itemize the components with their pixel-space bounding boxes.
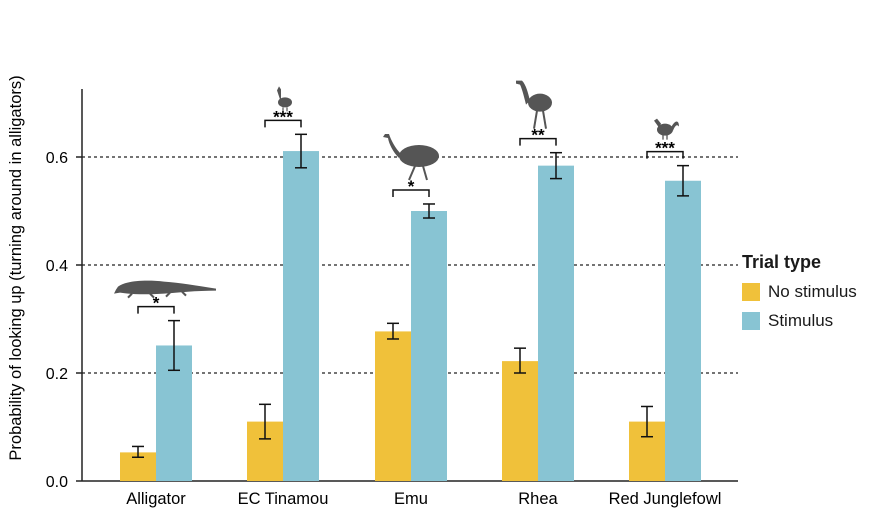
x-tick-label: Emu [394, 490, 428, 508]
x-tick-label: Rhea [518, 490, 558, 508]
x-tick-label: EC Tinamou [238, 490, 329, 508]
legend-label-stimulus: Stimulus [768, 311, 834, 330]
legend-title: Trial type [742, 252, 822, 272]
significance-bracket [264, 119, 302, 128]
bar-stimulus [665, 180, 701, 481]
legend-label-no-stimulus: No stimulus [768, 282, 857, 301]
rhea-icon [516, 80, 552, 129]
legend-item-no-stimulus: No stimulus [742, 282, 857, 302]
legend-item-stimulus: Stimulus [742, 311, 857, 331]
significance-bracket [646, 150, 684, 159]
junglefowl-icon [654, 118, 679, 140]
y-tick-label: 0.6 [46, 150, 68, 167]
significance-marker: *** [655, 139, 675, 158]
tinamou-icon [277, 86, 292, 112]
bar-no-stimulus [375, 331, 411, 481]
significance-marker: * [408, 177, 415, 196]
bar-no-stimulus [502, 361, 538, 481]
y-tick-label: 0.2 [46, 366, 68, 383]
y-axis-label: Probability of looking up (turning aroun… [7, 75, 25, 460]
significance-marker: * [153, 294, 160, 313]
legend-swatch-no-stimulus [742, 283, 760, 301]
significance-marker: *** [273, 107, 293, 126]
significance-bracket [519, 137, 557, 146]
significance-bracket [392, 189, 430, 197]
x-tick-label: Red Junglefowl [609, 490, 722, 508]
alligator-icon [114, 280, 216, 299]
y-tick-label: 0.0 [46, 474, 68, 491]
y-tick-label: 0.4 [46, 258, 68, 275]
bar-stimulus [411, 211, 447, 481]
significance-marker: ** [531, 126, 545, 145]
significance-bracket [137, 305, 175, 314]
legend-swatch-stimulus [742, 312, 760, 330]
legend: Trial type No stimulus Stimulus [742, 252, 857, 340]
x-tick-label: Alligator [126, 490, 186, 508]
bar-stimulus [538, 165, 574, 481]
emu-icon [383, 133, 439, 181]
bar-stimulus [283, 151, 319, 481]
